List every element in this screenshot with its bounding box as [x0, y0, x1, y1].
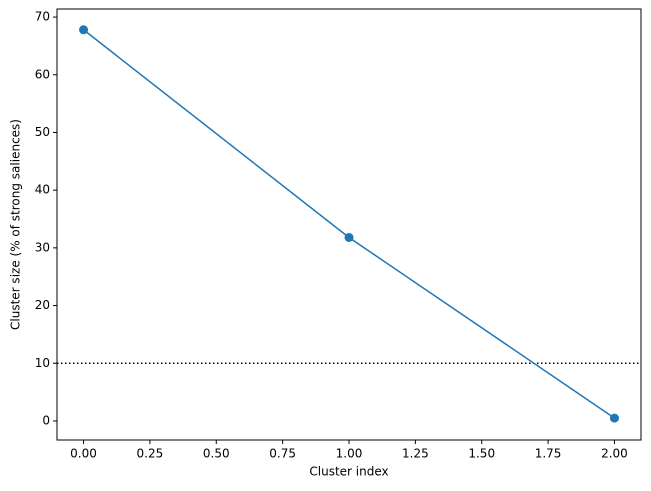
y-tick-label: 60 — [35, 67, 50, 81]
y-tick-label: 40 — [35, 183, 50, 197]
y-axis-label: Cluster size (% of strong saliences) — [9, 119, 23, 330]
point — [344, 232, 354, 242]
series-line — [83, 29, 615, 419]
x-tick-label: 1.00 — [336, 447, 363, 461]
x-tick-label: 0.25 — [137, 447, 164, 461]
y-tick-label: 70 — [35, 10, 50, 24]
y-tick-label: 30 — [35, 240, 50, 254]
x-axis-label: Cluster index — [309, 465, 388, 479]
point — [609, 413, 619, 423]
y-tick-label: 10 — [35, 356, 50, 370]
y-tick-label: 50 — [35, 125, 50, 139]
x-tick-label: 1.50 — [468, 447, 495, 461]
y-tick-label: 20 — [35, 298, 50, 312]
x-tick-label: 2.00 — [601, 447, 628, 461]
plot-frame — [56, 8, 642, 441]
x-tick-label: 1.25 — [402, 447, 429, 461]
x-tick-label: 1.75 — [535, 447, 562, 461]
y-tick-label: 0 — [42, 413, 50, 427]
x-tick-label: 0.75 — [269, 447, 296, 461]
point — [79, 25, 89, 35]
x-tick-label: 0.50 — [203, 447, 230, 461]
x-tick-label: 0.00 — [70, 447, 97, 461]
